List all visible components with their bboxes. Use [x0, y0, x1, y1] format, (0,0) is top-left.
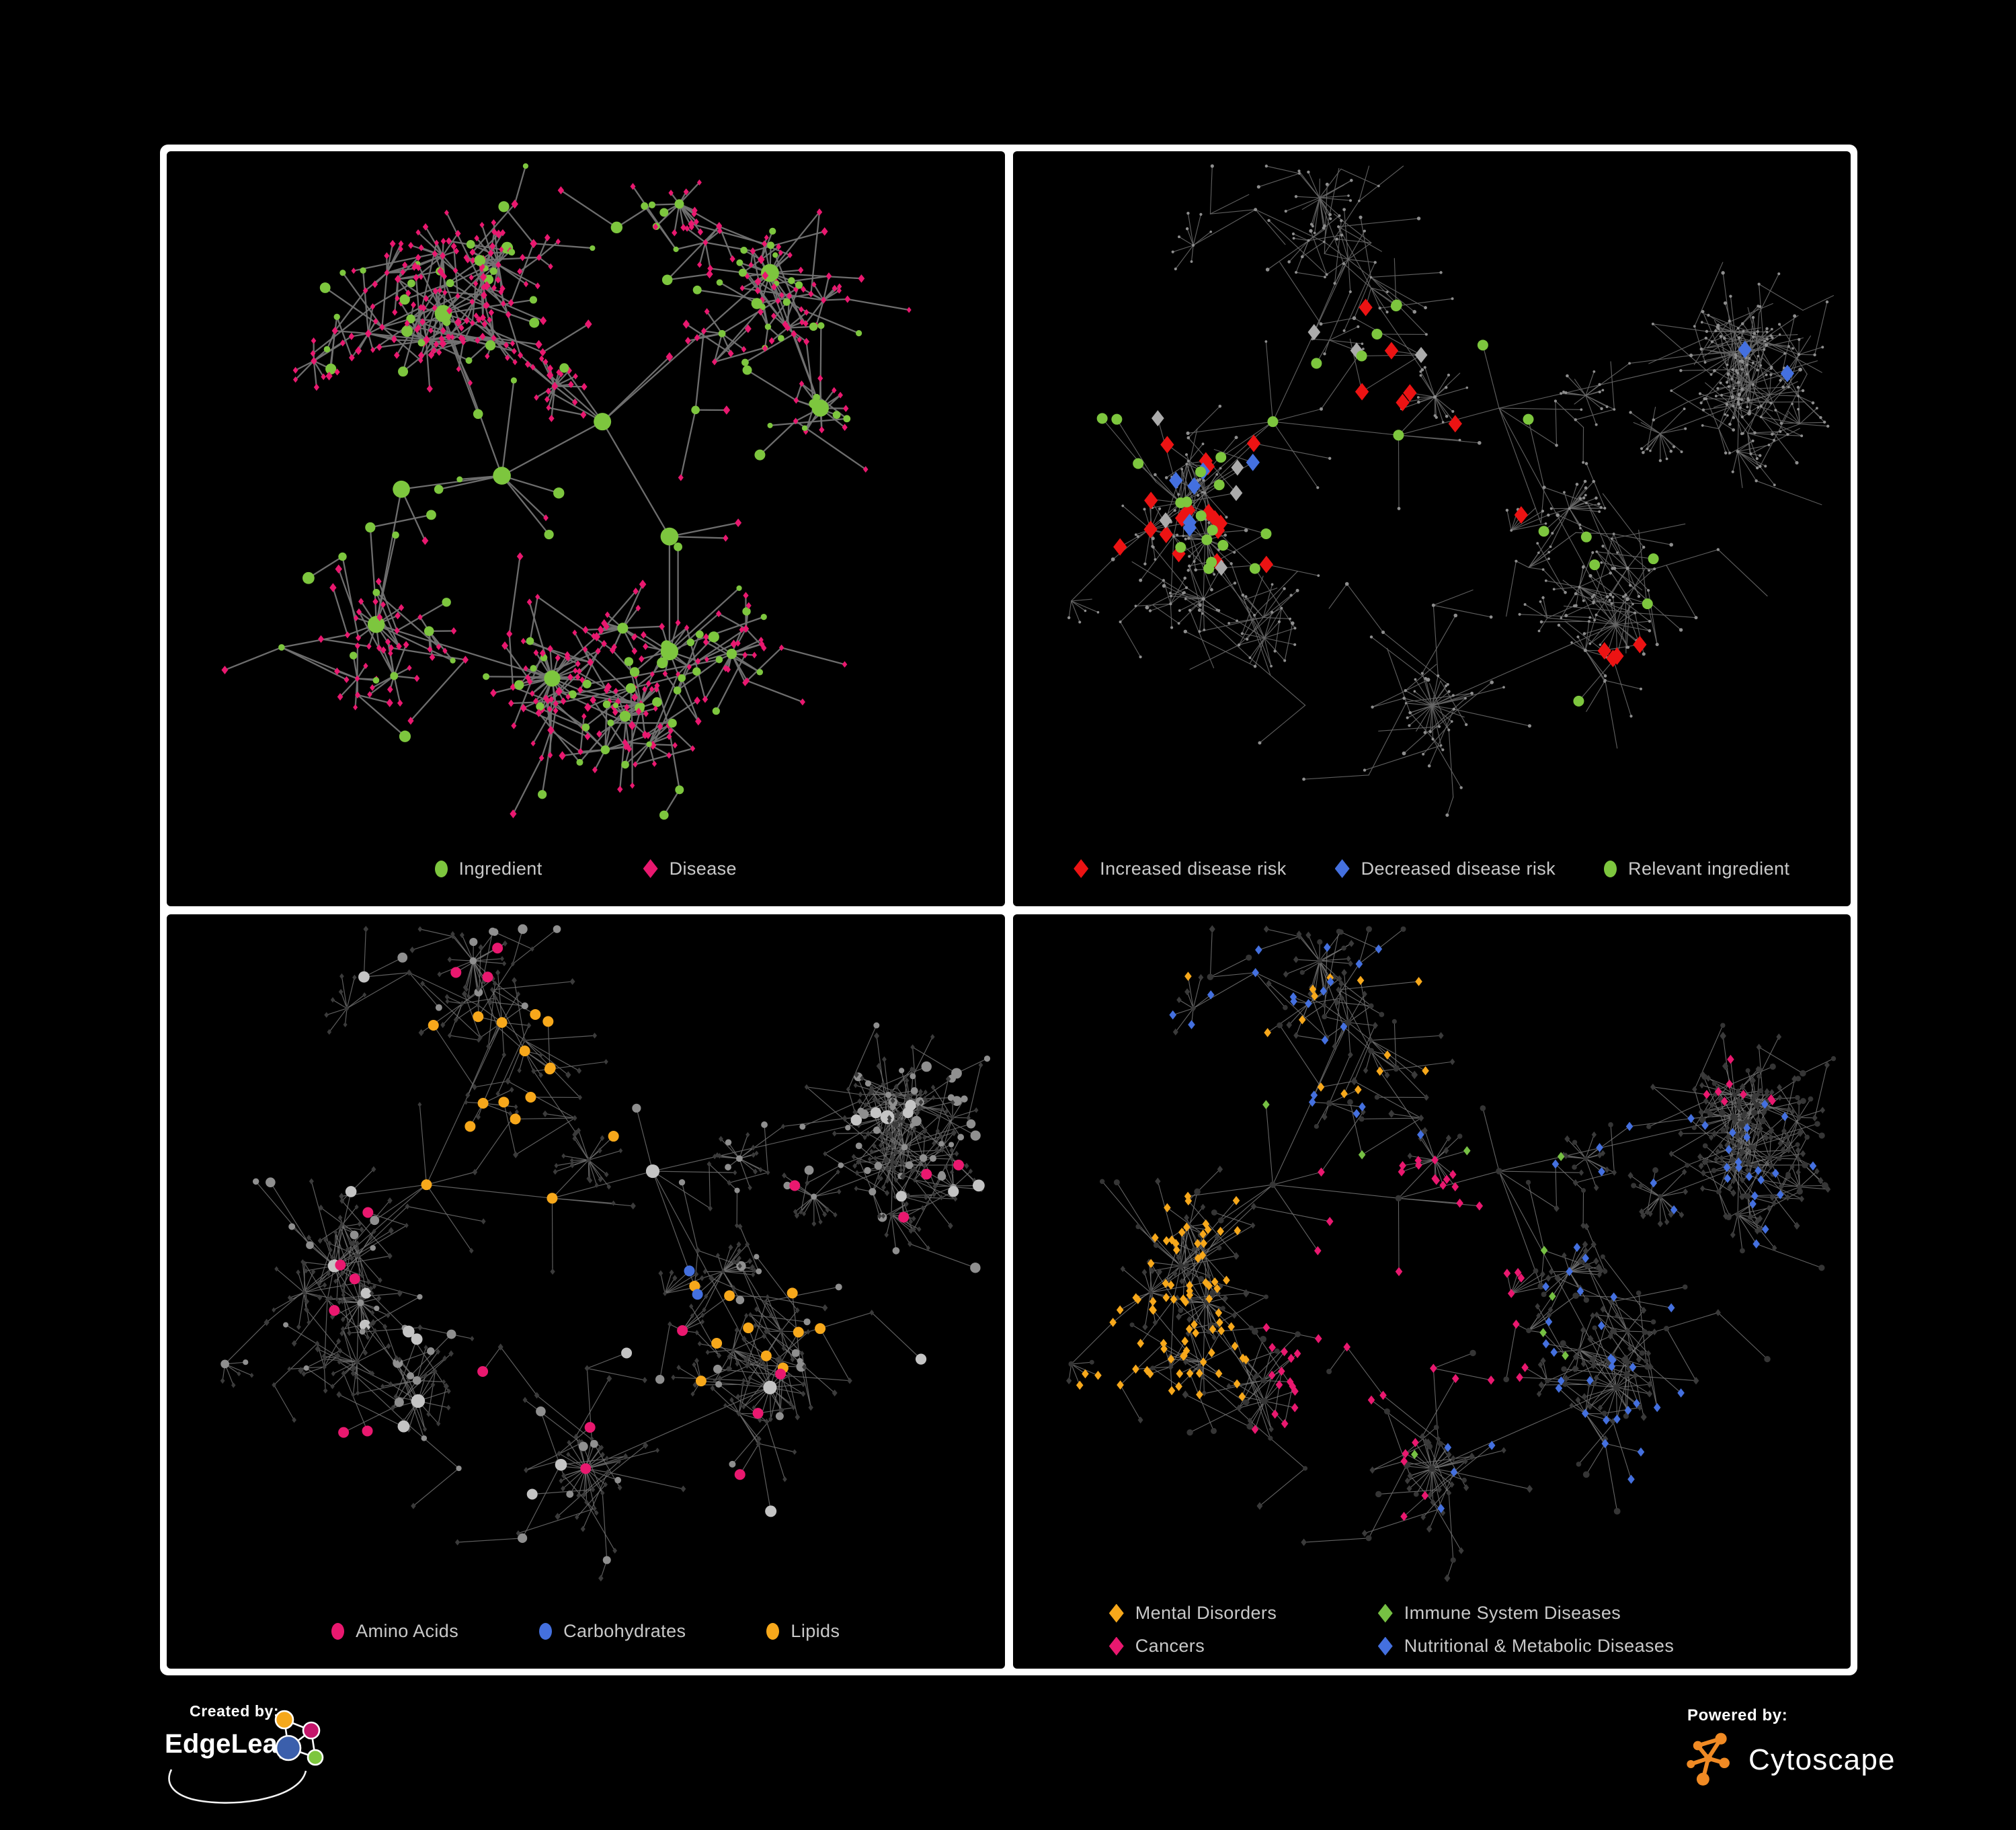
legend-item-increased-risk: Increased disease risk [1074, 859, 1286, 879]
legend-label: Lipids [791, 1621, 840, 1642]
ingredient-circle-icon [435, 861, 448, 877]
panel-ingredient-disease: Ingredient Disease [167, 151, 1005, 906]
legend-label: Carbohydrates [563, 1621, 686, 1642]
legend-nutrient-classes: Amino Acids Carbohydrates Lipids [167, 1621, 1005, 1642]
legend-item-cancers: Cancers [1109, 1636, 1378, 1657]
legend-label: Relevant ingredient [1628, 859, 1789, 879]
panel-disease-risk: Increased disease risk Decreased disease… [1013, 151, 1851, 906]
disease-diamond-icon [643, 859, 658, 878]
legend-label: Mental Disorders [1135, 1603, 1277, 1624]
legend-label: Nutritional & Metabolic Diseases [1404, 1636, 1674, 1657]
edgeleap-logo-icon [165, 1702, 514, 1830]
increased-risk-diamond-icon [1074, 859, 1088, 878]
panel-nutrient-classes: Amino Acids Carbohydrates Lipids [167, 914, 1005, 1669]
legend-label: Ingredient [459, 859, 542, 879]
powered-by-block: Powered by: [1684, 1706, 1980, 1800]
legend-label: Amino Acids [356, 1621, 458, 1642]
nutritional-metabolic-diamond-icon [1378, 1637, 1393, 1656]
legend-disease-risk: Increased disease risk Decreased disease… [1013, 859, 1851, 879]
legend-item-immune-system-diseases: Immune System Diseases [1378, 1603, 1755, 1624]
legend-item-mental-disorders: Mental Disorders [1109, 1603, 1378, 1624]
legend-item-decreased-risk: Decreased disease risk [1335, 859, 1556, 879]
legend-item-lipids: Lipids [766, 1621, 840, 1642]
legend-item-disease: Disease [643, 859, 737, 879]
network-graph-disease-risk [1013, 151, 1851, 906]
legend-label: Cancers [1135, 1636, 1205, 1657]
powered-by-label: Powered by: [1687, 1706, 1980, 1725]
edgeleap-green-node [308, 1750, 323, 1765]
edgeleap-swoosh [169, 1769, 306, 1803]
legend-item-relevant-ingredient: Relevant ingredient [1604, 859, 1789, 879]
legend-label: Increased disease risk [1100, 859, 1286, 879]
legend-item-nutritional-metabolic: Nutritional & Metabolic Diseases [1378, 1636, 1755, 1657]
decreased-risk-diamond-icon [1335, 859, 1350, 878]
carbohydrates-circle-icon [539, 1623, 552, 1640]
legend-disease-categories: Mental Disorders Immune System Diseases … [1013, 1603, 1851, 1657]
lipids-circle-icon [766, 1623, 779, 1640]
edgeleap-pink-node [303, 1722, 319, 1739]
panel-disease-categories: Mental Disorders Immune System Diseases … [1013, 914, 1851, 1669]
network-graph-nutrient-classes [167, 914, 1005, 1669]
legend-ingredient-disease: Ingredient Disease [167, 859, 1005, 879]
legend-item-amino-acids: Amino Acids [331, 1621, 458, 1642]
edgeleap-orange-node [276, 1711, 293, 1728]
network-graph-ingredient-disease [167, 151, 1005, 906]
relevant-ingredient-circle-icon [1604, 861, 1617, 877]
immune-system-diamond-icon [1378, 1604, 1393, 1623]
edgeleap-blue-node [276, 1736, 300, 1760]
legend-label: Immune System Diseases [1404, 1603, 1621, 1624]
created-by-block: Created by: EdgeLeap [165, 1702, 514, 1817]
mental-disorders-diamond-icon [1109, 1604, 1124, 1623]
legend-item-carbohydrates: Carbohydrates [539, 1621, 686, 1642]
cytoscape-wordmark: Cytoscape [1748, 1743, 1896, 1777]
legend-label: Decreased disease risk [1361, 859, 1556, 879]
panel-grid: Ingredient Disease Increased disease ris… [160, 145, 1857, 1675]
cancers-diamond-icon [1109, 1637, 1124, 1656]
legend-label: Disease [670, 859, 737, 879]
network-graph-disease-categories [1013, 914, 1851, 1669]
amino-acids-circle-icon [331, 1623, 344, 1640]
legend-item-ingredient: Ingredient [435, 859, 542, 879]
cytoscape-logo-icon [1684, 1729, 1742, 1791]
